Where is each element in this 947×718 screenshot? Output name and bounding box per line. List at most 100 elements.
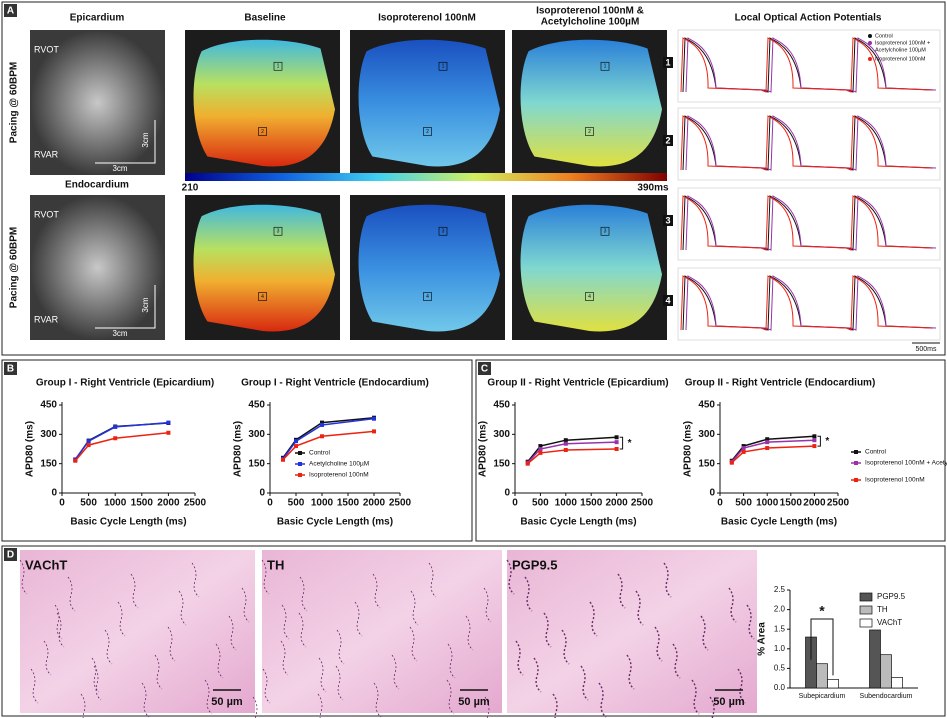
nerve-fiber (533, 657, 542, 693)
activation-map (520, 204, 662, 332)
trace-row-number: 4 (665, 295, 670, 305)
panel-b-frame (1, 359, 473, 542)
nerve-fiber (465, 615, 474, 651)
chart-title: Group I - Right Ventricle (Endocardium) (241, 378, 429, 389)
nerve-fiber (43, 640, 52, 676)
ap-trace (682, 275, 934, 331)
series-line (731, 435, 815, 462)
legend-label: TH (877, 605, 888, 614)
panel-a-frame (1, 1, 946, 356)
data-point (765, 446, 770, 451)
chart-title: Group II - Right Ventricle (Endocardium) (685, 378, 876, 389)
image-label: VAChT (25, 557, 67, 572)
nerve-fiber (626, 654, 635, 690)
legend-swatch (859, 592, 873, 602)
x-tick-label: 2000 (803, 498, 826, 509)
x-tick-label: Subepicardium (799, 693, 846, 700)
data-point (86, 439, 91, 444)
roi-box (423, 292, 432, 301)
y-axis-label: % Area (757, 622, 768, 656)
y-tick-label: 1.0 (774, 644, 786, 653)
y-axis-label: APD80 (ms) (683, 421, 694, 477)
y-tick-label: 150 (40, 458, 57, 469)
nerve-fiber (672, 643, 681, 679)
traces-title: Local Optical Action Potentials (735, 13, 882, 24)
scale-label: 3cm (112, 164, 127, 173)
y-axis-label: APD80 (ms) (478, 421, 489, 477)
x-tick-label: 2000 (363, 498, 386, 509)
series-line (282, 417, 375, 460)
x-tick-label: 2000 (157, 498, 180, 509)
series-line (527, 436, 617, 463)
colorbar-max: 390ms (637, 183, 669, 194)
data-point (166, 430, 171, 435)
nerve-fiber (589, 601, 598, 637)
activation-map (358, 204, 500, 332)
legend-marker (298, 462, 302, 466)
nerve-fiber (598, 682, 607, 718)
data-point (320, 422, 324, 427)
y-tick-label: 450 (698, 400, 715, 411)
ap-trace (682, 37, 934, 93)
x-tick-label: 1500 (337, 498, 360, 509)
legend-marker (298, 473, 302, 477)
legend-swatch (859, 605, 873, 615)
roi-label: 3 (277, 229, 280, 235)
nerve-fiber (262, 668, 271, 704)
rvar-label: RVAR (34, 314, 59, 324)
trace-plot (677, 187, 941, 261)
trace-legend-label: Acetylcholine 100µM (875, 47, 926, 53)
annotation: * (825, 436, 829, 447)
row-title: Endocardium (65, 180, 129, 191)
nerve-fiber (484, 696, 490, 718)
y-tick-label: 1.5 (774, 624, 786, 633)
nerve-fiber (580, 665, 589, 701)
nerve-fiber (252, 696, 258, 718)
x-tick-label: 1500 (131, 498, 154, 509)
chart-title: Group II - Right Ventricle (Epicardium) (487, 378, 668, 389)
nerve-fiber (280, 640, 289, 676)
data-point (372, 429, 376, 434)
y-tick-label: 150 (248, 458, 265, 469)
ap-trace (680, 37, 932, 93)
roi-label: 1 (442, 64, 445, 70)
y-tick-label: 150 (698, 458, 715, 469)
scale-label: 3cm (112, 329, 127, 338)
series-line (731, 439, 815, 463)
roi-box (438, 226, 448, 236)
x-tick-label: 2500 (184, 498, 207, 509)
nerve-fiber (19, 559, 28, 595)
nerve-fiber (515, 640, 524, 676)
data-point (294, 444, 298, 449)
roi-box (585, 292, 594, 301)
nerve-fiber (317, 693, 323, 718)
legend-label: Isoproterenol 100nM + Acetylcholine 100µ… (865, 460, 947, 467)
nerve-fiber (635, 590, 644, 626)
nerve-fiber (228, 615, 237, 651)
x-axis-label: Basic Cycle Length (ms) (70, 517, 186, 528)
nerve-fiber (617, 573, 626, 609)
activation-map (193, 39, 335, 167)
y-tick-label: 0 (51, 488, 57, 499)
trace-row-number: 3 (665, 215, 670, 225)
nerve-fiber (91, 657, 100, 693)
y-tick-label: 0.0 (774, 683, 786, 692)
pacing-label: Pacing @ 60BPM (9, 62, 20, 143)
legend-label: Control (309, 450, 331, 457)
axes (61, 402, 195, 494)
trace-row-box (663, 215, 673, 226)
nerve-fiber (130, 573, 139, 609)
nerve-fiber (428, 562, 437, 598)
roi-label: 2 (588, 129, 591, 135)
nerve-fiber (178, 590, 187, 626)
x-tick-label: 1000 (311, 498, 334, 509)
data-point (812, 434, 817, 439)
roi-box (258, 127, 267, 136)
trace-row-number: 2 (665, 135, 670, 145)
roi-box (273, 226, 283, 236)
bar (869, 629, 881, 689)
nerve-fiber (447, 643, 456, 679)
trace-plot (677, 107, 941, 181)
trace-plot (677, 29, 941, 103)
ap-trace (685, 37, 937, 93)
